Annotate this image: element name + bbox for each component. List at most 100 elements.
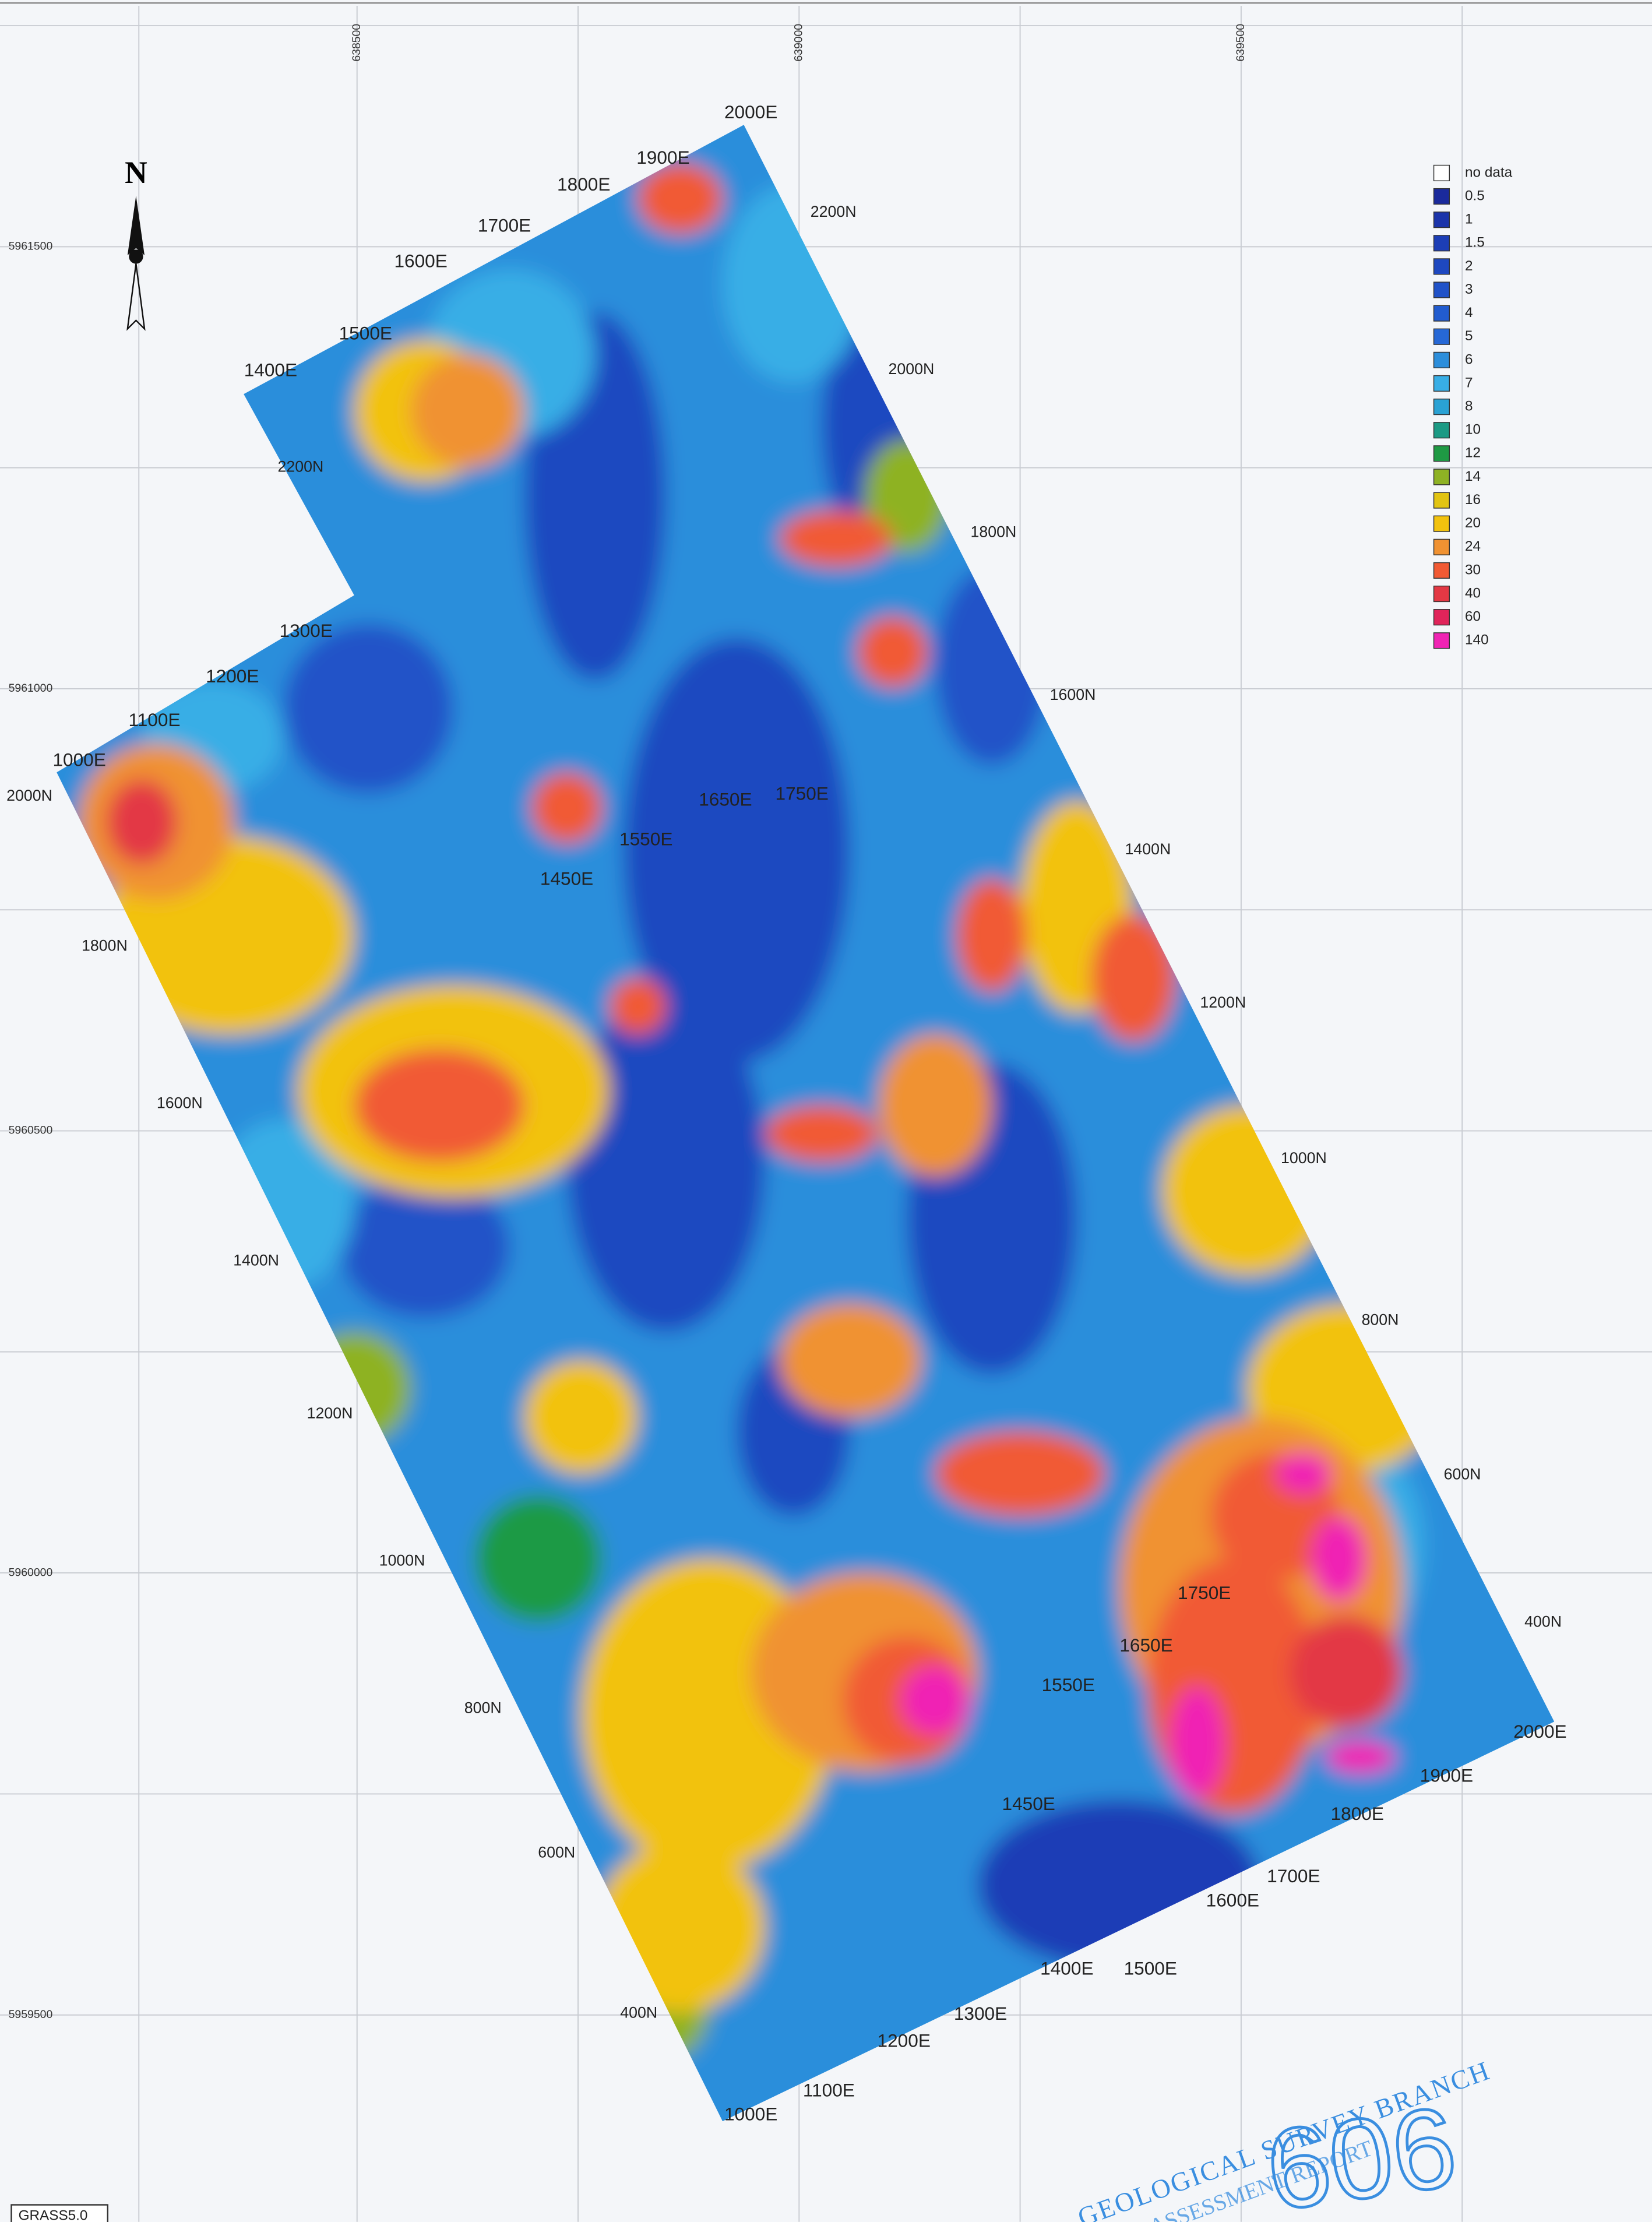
anomaly — [531, 772, 603, 843]
legend-swatch — [1434, 516, 1450, 531]
line-label: 400N — [620, 2003, 657, 2021]
line-label: 800N — [1362, 1311, 1399, 1328]
legend-swatch — [1434, 563, 1450, 579]
northing-label: 5959500 — [9, 2008, 53, 2021]
legend-swatch — [1434, 329, 1450, 344]
legend-swatch — [1434, 165, 1450, 181]
easting-label: 638500 — [350, 24, 363, 62]
line-label: 1500E — [339, 322, 392, 343]
legend-swatch — [1434, 633, 1450, 649]
legend-swatch — [1434, 422, 1450, 438]
line-label: 1900E — [1420, 1765, 1473, 1786]
legend-label: 2 — [1465, 258, 1473, 274]
anomaly — [1325, 1740, 1396, 1774]
legend-swatch — [1434, 282, 1450, 298]
legend-label: 7 — [1465, 375, 1473, 390]
legend-label: 16 — [1465, 492, 1481, 508]
legend-swatch — [1434, 376, 1450, 392]
anomaly — [609, 978, 665, 1034]
line-label: 1800E — [1331, 1803, 1384, 1824]
line-label: 1550E — [619, 828, 672, 849]
easting-label: 639500 — [1234, 24, 1247, 62]
legend-label: 6 — [1465, 351, 1473, 367]
line-label: 2000E — [724, 101, 777, 122]
legend-swatch — [1434, 305, 1450, 321]
legend-label: 3 — [1465, 281, 1473, 297]
anomaly — [106, 780, 177, 865]
legend-swatch — [1434, 610, 1450, 625]
legend-swatch — [1434, 189, 1450, 205]
anomaly — [340, 1176, 510, 1318]
anomaly — [1311, 1516, 1367, 1601]
line-label: 1600N — [1050, 686, 1096, 703]
line-label: 1200E — [878, 2030, 931, 2051]
line-label: 1200N — [1200, 994, 1246, 1011]
line-label: 1750E — [775, 783, 828, 804]
line-label: 1600N — [157, 1094, 203, 1111]
line-label: 1400N — [1125, 840, 1171, 858]
legend-label: 1.5 — [1465, 235, 1485, 251]
legend-label: 8 — [1465, 399, 1473, 414]
northing-label: 5961000 — [9, 682, 53, 695]
anomaly — [354, 1049, 524, 1163]
line-label: 1300E — [280, 620, 333, 641]
legend-label: 20 — [1465, 515, 1481, 531]
anomaly — [1169, 1686, 1225, 1800]
northing-label: 5961500 — [9, 240, 53, 252]
line-label: 1800N — [971, 523, 1017, 541]
legend-label: 140 — [1465, 632, 1489, 648]
line-label: 1000N — [1281, 1149, 1327, 1167]
legend-swatch — [1434, 212, 1450, 228]
line-label: 1900E — [636, 147, 689, 168]
northing-label: 5960500 — [9, 1124, 53, 1137]
anomaly — [475, 1495, 603, 1622]
north-label: N — [125, 155, 147, 190]
legend-label: no data — [1465, 164, 1513, 180]
legend-swatch — [1434, 492, 1450, 508]
line-label: 600N — [1444, 1465, 1481, 1482]
line-label: 400N — [1524, 1612, 1562, 1630]
legend-swatch — [1434, 352, 1450, 368]
legend-label: 24 — [1465, 538, 1481, 554]
line-label: 1800N — [82, 937, 128, 955]
line-label: 1000N — [379, 1552, 425, 1569]
line-label: 1000E — [52, 749, 105, 770]
line-label: 1650E — [699, 788, 752, 809]
arrow-dot — [129, 249, 143, 263]
line-label: 1200N — [307, 1404, 353, 1422]
legend-swatch — [1434, 469, 1450, 485]
legend-label: 14 — [1465, 469, 1481, 484]
anomaly — [779, 1304, 921, 1417]
line-label: 1650E — [1119, 1635, 1172, 1656]
legend-label: 5 — [1465, 328, 1473, 344]
line-label: 1800E — [557, 174, 610, 195]
legend-label: 10 — [1465, 422, 1481, 438]
line-label: 1500E — [1124, 1957, 1177, 1978]
line-label: 1600E — [1206, 1890, 1259, 1911]
legend-label: 12 — [1465, 445, 1481, 461]
anomaly — [1275, 1452, 1332, 1495]
anomaly — [956, 879, 1027, 992]
line-label: 1100E — [129, 709, 181, 730]
legend-swatch — [1434, 586, 1450, 602]
line-label: 1100E — [803, 2079, 855, 2100]
line-label: 1400E — [1040, 1957, 1093, 1978]
line-label: 1200E — [206, 665, 259, 686]
line-label: 1750E — [1178, 1582, 1231, 1603]
legend-label: 1 — [1465, 212, 1473, 227]
anomaly — [878, 1034, 992, 1176]
software-label: GRASS5.0 — [19, 2207, 88, 2222]
legend-label: 30 — [1465, 562, 1481, 577]
line-label: 1550E — [1042, 1674, 1095, 1695]
legend-label: 40 — [1465, 585, 1481, 601]
anomaly — [765, 1105, 879, 1162]
anomaly — [283, 624, 453, 794]
line-label: 1000E — [724, 2104, 777, 2125]
line-label: 1700E — [478, 215, 531, 236]
line-label: 1600E — [394, 250, 447, 271]
easting-label: 639000 — [792, 24, 805, 62]
legend-swatch — [1434, 399, 1450, 415]
legend-label: 60 — [1465, 609, 1481, 625]
line-label: 2200N — [278, 458, 324, 476]
anomaly — [1290, 1615, 1403, 1729]
